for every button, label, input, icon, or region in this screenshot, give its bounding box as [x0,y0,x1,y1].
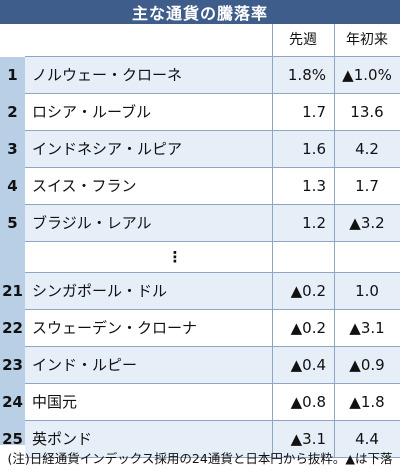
row-background [25,273,400,309]
week-change-cell: 1.2 [302,214,326,232]
week-change-cell: 1.7 [302,103,326,121]
footnote: (注)日経通貨インデックス採用の24通貨と日本円から抜粋。▲は下落 [7,451,393,466]
row-background [25,168,400,204]
week-change-cell: ▲0.2 [290,282,326,300]
table-row: 25 英ポンド ▲3.1 4.4 [0,421,400,457]
ytd-change-cell: ▲3.1 [349,319,385,337]
table-row: 3 インドネシア・ルピア 1.6 4.2 [0,131,400,167]
ytd-change-cell: 1.7 [355,177,379,195]
currency-name-cell: シンガポール・ドル [32,282,168,300]
table-row: 5 ブラジル・レアル 1.2 ▲3.2 [0,205,400,241]
ytd-change-cell: ▲0.9 [349,356,385,374]
column-header-ytd: 年初来 [346,32,388,48]
week-change-cell: 1.3 [302,177,326,195]
row-divider [25,272,400,273]
column-divider-ytd [334,57,335,458]
table-title: 主な通貨の騰落率 [0,0,400,24]
row-background [25,310,400,346]
currency-name-cell: ブラジル・レアル [32,214,152,232]
week-change-cell: ▲3.1 [290,430,326,448]
rank-column [0,57,25,445]
rank-cell: 22 [2,319,23,337]
rank-cell: 23 [2,356,23,374]
row-divider [25,204,400,205]
rank-cell: 21 [2,282,23,300]
rank-cell: 25 [2,430,23,448]
currency-name-cell: インドネシア・ルピア [32,140,183,158]
column-header-row: 先週 年初来 [0,24,400,57]
table-row: 23 インド・ルピー ▲0.4 ▲0.9 [0,347,400,383]
currency-table: 1 ノルウェー・クローネ 1.8% ▲1.0% 2 ロシア・ルーブル 1.7 13.6 3 インド… [0,56,400,458]
currency-name-cell: ロシア・ルーブル [32,103,152,121]
header-column-divider [334,24,335,57]
ytd-change-cell: 4.4 [355,430,379,448]
currency-name-cell: スイス・フラン [32,177,137,195]
ytd-change-cell: 1.0 [355,282,379,300]
ellipsis-row: ⋮ [25,242,400,272]
row-divider [25,383,400,384]
table-row: 22 スウェーデン・クローナ ▲0.2 ▲3.1 [0,310,400,346]
ytd-change-cell: ▲1.8 [349,393,385,411]
currency-name-cell: ノルウェー・クローネ [32,66,183,84]
ytd-change-cell: 13.6 [350,103,384,121]
header-divider [25,56,400,57]
row-background [25,94,400,130]
week-change-cell: ▲0.4 [290,356,326,374]
ytd-change-cell: ▲3.2 [349,214,385,232]
week-change-cell: ▲0.2 [290,319,326,337]
row-divider [25,167,400,168]
row-divider [25,457,400,458]
week-change-cell: 1.8% [287,66,326,84]
header-column-divider [272,24,273,57]
row-background [25,384,400,420]
row-divider [25,241,400,242]
currency-name-cell: 英ポンド [32,430,93,448]
table-row: 24 中国元 ▲0.8 ▲1.8 [0,384,400,420]
row-divider [25,309,400,310]
row-divider [25,420,400,421]
column-header-week: 先週 [289,32,317,48]
table-row: 2 ロシア・ルーブル 1.7 13.6 [0,94,400,130]
row-background [25,57,400,93]
row-background [25,347,400,383]
row-background [25,131,400,167]
week-change-cell: 1.6 [302,140,326,158]
currency-name-cell: 中国元 [32,393,78,411]
currency-name-cell: インド・ルピー [32,356,138,374]
currency-name-cell: スウェーデン・クローナ [32,319,198,337]
rank-cell: 3 [7,140,18,158]
week-change-cell: ▲0.8 [290,393,326,411]
table-row: 21 シンガポール・ドル ▲0.2 1.0 [0,273,400,309]
rank-cell: 4 [7,177,18,195]
column-divider-week [272,57,273,458]
ytd-change-cell: ▲1.0% [342,66,392,84]
row-background [25,421,400,457]
row-divider [25,93,400,94]
rank-cell: 24 [2,393,23,411]
rank-cell: 2 [7,103,18,121]
row-divider [25,130,400,131]
ytd-change-cell: 4.2 [355,140,379,158]
table-row: 4 スイス・フラン 1.3 1.7 [0,168,400,204]
table-row: 1 ノルウェー・クローネ 1.8% ▲1.0% [0,57,400,93]
row-divider [25,346,400,347]
vertical-ellipsis: ⋮ [167,248,183,266]
rank-cell: 5 [7,214,18,232]
rank-cell: 1 [7,66,18,84]
row-background [25,205,400,241]
